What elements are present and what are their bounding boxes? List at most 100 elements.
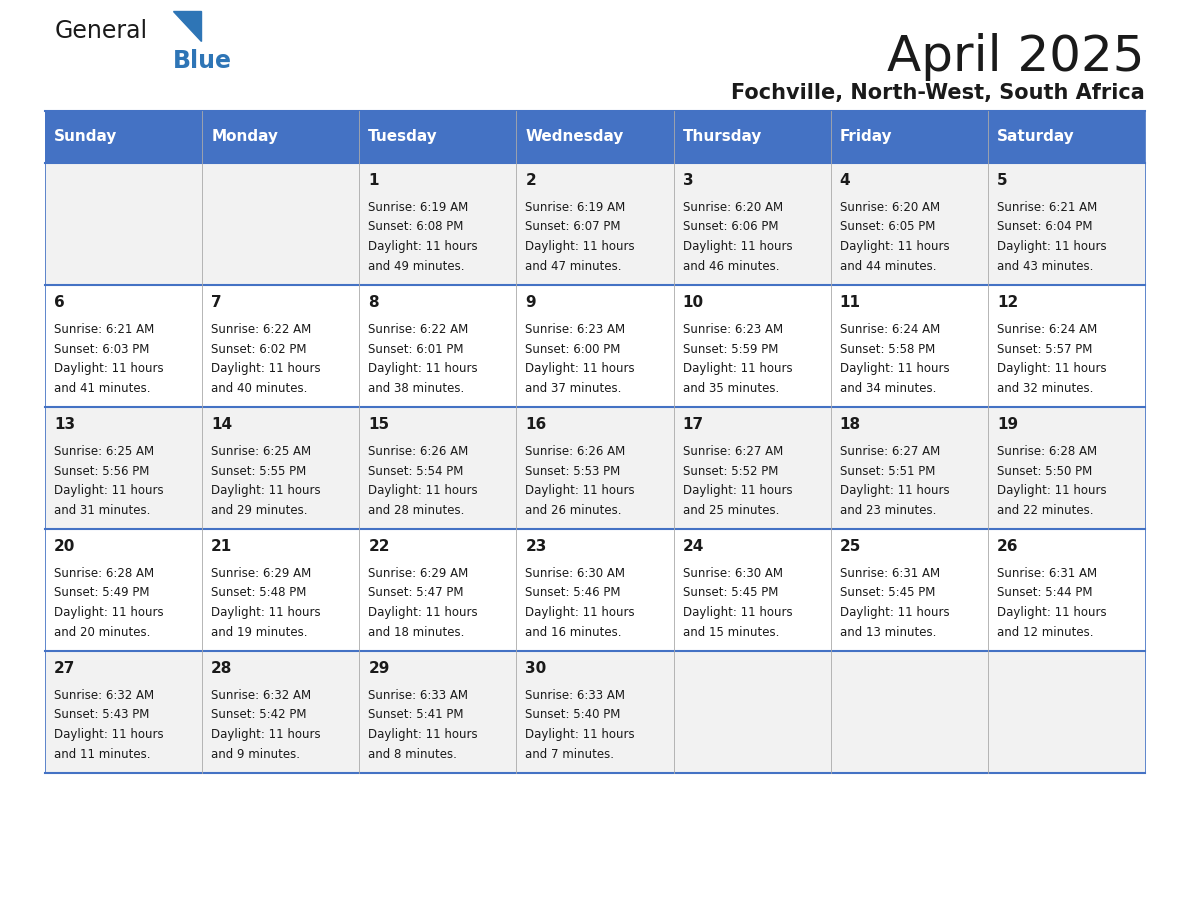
Text: and 23 minutes.: and 23 minutes. bbox=[840, 503, 936, 517]
Text: Sunrise: 6:32 AM: Sunrise: 6:32 AM bbox=[211, 689, 311, 702]
Text: 9: 9 bbox=[525, 295, 536, 310]
Bar bbox=[45, 163, 202, 285]
Text: Sunset: 5:50 PM: Sunset: 5:50 PM bbox=[997, 465, 1092, 477]
Text: 14: 14 bbox=[211, 417, 233, 432]
Text: Sunset: 5:54 PM: Sunset: 5:54 PM bbox=[368, 465, 463, 477]
Text: and 7 minutes.: and 7 minutes. bbox=[525, 747, 614, 760]
Text: and 12 minutes.: and 12 minutes. bbox=[997, 625, 1093, 639]
Bar bbox=[359, 163, 517, 285]
Text: 5: 5 bbox=[997, 173, 1007, 188]
Text: 7: 7 bbox=[211, 295, 222, 310]
Text: Daylight: 11 hours: Daylight: 11 hours bbox=[368, 362, 478, 375]
Text: Sunrise: 6:25 AM: Sunrise: 6:25 AM bbox=[53, 445, 154, 458]
Text: and 35 minutes.: and 35 minutes. bbox=[683, 382, 779, 395]
Text: Sunday: Sunday bbox=[53, 129, 118, 144]
Text: 12: 12 bbox=[997, 295, 1018, 310]
Text: Sunrise: 6:29 AM: Sunrise: 6:29 AM bbox=[211, 567, 311, 580]
Text: Daylight: 11 hours: Daylight: 11 hours bbox=[683, 484, 792, 497]
Text: 3: 3 bbox=[683, 173, 693, 188]
Text: Sunset: 5:46 PM: Sunset: 5:46 PM bbox=[525, 587, 621, 599]
Text: Daylight: 11 hours: Daylight: 11 hours bbox=[368, 240, 478, 253]
Text: Daylight: 11 hours: Daylight: 11 hours bbox=[525, 728, 636, 741]
Text: Sunset: 5:59 PM: Sunset: 5:59 PM bbox=[683, 342, 778, 355]
Bar bbox=[517, 163, 674, 285]
Bar bbox=[45, 111, 202, 163]
Text: Sunrise: 6:25 AM: Sunrise: 6:25 AM bbox=[211, 445, 311, 458]
Text: Tuesday: Tuesday bbox=[368, 129, 438, 144]
Text: 29: 29 bbox=[368, 661, 390, 676]
Bar bbox=[988, 407, 1145, 529]
Text: Sunset: 5:47 PM: Sunset: 5:47 PM bbox=[368, 587, 463, 599]
Text: Sunrise: 6:28 AM: Sunrise: 6:28 AM bbox=[53, 567, 154, 580]
Text: Sunset: 5:49 PM: Sunset: 5:49 PM bbox=[53, 587, 150, 599]
Polygon shape bbox=[173, 11, 201, 41]
Text: Sunset: 6:08 PM: Sunset: 6:08 PM bbox=[368, 220, 463, 233]
Text: 20: 20 bbox=[53, 539, 75, 554]
Text: Sunrise: 6:22 AM: Sunrise: 6:22 AM bbox=[211, 323, 311, 336]
Text: Sunrise: 6:29 AM: Sunrise: 6:29 AM bbox=[368, 567, 468, 580]
Text: 11: 11 bbox=[840, 295, 861, 310]
Text: Sunset: 6:07 PM: Sunset: 6:07 PM bbox=[525, 220, 621, 233]
Bar bbox=[830, 529, 988, 651]
Bar bbox=[517, 651, 674, 773]
Text: and 46 minutes.: and 46 minutes. bbox=[683, 260, 779, 273]
Text: Daylight: 11 hours: Daylight: 11 hours bbox=[211, 606, 321, 619]
Text: and 22 minutes.: and 22 minutes. bbox=[997, 503, 1093, 517]
Text: 27: 27 bbox=[53, 661, 75, 676]
Bar bbox=[674, 407, 830, 529]
Text: Daylight: 11 hours: Daylight: 11 hours bbox=[997, 362, 1106, 375]
Bar bbox=[359, 111, 517, 163]
Bar bbox=[202, 111, 359, 163]
Text: General: General bbox=[55, 19, 148, 43]
Text: and 34 minutes.: and 34 minutes. bbox=[840, 382, 936, 395]
Text: Sunrise: 6:33 AM: Sunrise: 6:33 AM bbox=[368, 689, 468, 702]
Text: Daylight: 11 hours: Daylight: 11 hours bbox=[840, 484, 949, 497]
Text: 25: 25 bbox=[840, 539, 861, 554]
Bar bbox=[674, 529, 830, 651]
Bar bbox=[45, 407, 202, 529]
Text: Daylight: 11 hours: Daylight: 11 hours bbox=[211, 484, 321, 497]
Text: Sunrise: 6:26 AM: Sunrise: 6:26 AM bbox=[525, 445, 626, 458]
Text: and 13 minutes.: and 13 minutes. bbox=[840, 625, 936, 639]
Text: and 8 minutes.: and 8 minutes. bbox=[368, 747, 457, 760]
Text: Sunrise: 6:20 AM: Sunrise: 6:20 AM bbox=[840, 201, 940, 214]
Text: Daylight: 11 hours: Daylight: 11 hours bbox=[211, 728, 321, 741]
Text: Saturday: Saturday bbox=[997, 129, 1075, 144]
Text: Sunrise: 6:24 AM: Sunrise: 6:24 AM bbox=[997, 323, 1097, 336]
Bar bbox=[988, 651, 1145, 773]
Bar bbox=[202, 163, 359, 285]
Text: Sunrise: 6:23 AM: Sunrise: 6:23 AM bbox=[525, 323, 626, 336]
Text: Sunrise: 6:23 AM: Sunrise: 6:23 AM bbox=[683, 323, 783, 336]
Text: Sunset: 5:42 PM: Sunset: 5:42 PM bbox=[211, 709, 307, 722]
Bar bbox=[988, 111, 1145, 163]
Text: Sunrise: 6:19 AM: Sunrise: 6:19 AM bbox=[525, 201, 626, 214]
Text: Daylight: 11 hours: Daylight: 11 hours bbox=[53, 484, 164, 497]
Text: Sunrise: 6:30 AM: Sunrise: 6:30 AM bbox=[525, 567, 625, 580]
Text: and 49 minutes.: and 49 minutes. bbox=[368, 260, 465, 273]
Bar bbox=[674, 163, 830, 285]
Bar bbox=[359, 651, 517, 773]
Text: 4: 4 bbox=[840, 173, 851, 188]
Text: Sunset: 5:56 PM: Sunset: 5:56 PM bbox=[53, 465, 150, 477]
Bar bbox=[45, 529, 202, 651]
Text: Daylight: 11 hours: Daylight: 11 hours bbox=[997, 240, 1106, 253]
Text: and 11 minutes.: and 11 minutes. bbox=[53, 747, 151, 760]
Bar bbox=[202, 529, 359, 651]
Bar bbox=[830, 407, 988, 529]
Text: Daylight: 11 hours: Daylight: 11 hours bbox=[683, 362, 792, 375]
Text: Friday: Friday bbox=[840, 129, 892, 144]
Text: Daylight: 11 hours: Daylight: 11 hours bbox=[840, 362, 949, 375]
Text: Wednesday: Wednesday bbox=[525, 129, 624, 144]
Text: Daylight: 11 hours: Daylight: 11 hours bbox=[368, 606, 478, 619]
Bar bbox=[359, 529, 517, 651]
Text: and 44 minutes.: and 44 minutes. bbox=[840, 260, 936, 273]
Text: Sunset: 5:52 PM: Sunset: 5:52 PM bbox=[683, 465, 778, 477]
Text: Sunrise: 6:19 AM: Sunrise: 6:19 AM bbox=[368, 201, 468, 214]
Text: Sunset: 5:53 PM: Sunset: 5:53 PM bbox=[525, 465, 620, 477]
Bar bbox=[830, 651, 988, 773]
Text: and 19 minutes.: and 19 minutes. bbox=[211, 625, 308, 639]
Text: Sunset: 5:51 PM: Sunset: 5:51 PM bbox=[840, 465, 935, 477]
Text: 2: 2 bbox=[525, 173, 536, 188]
Text: and 41 minutes.: and 41 minutes. bbox=[53, 382, 151, 395]
Text: Sunrise: 6:31 AM: Sunrise: 6:31 AM bbox=[997, 567, 1097, 580]
